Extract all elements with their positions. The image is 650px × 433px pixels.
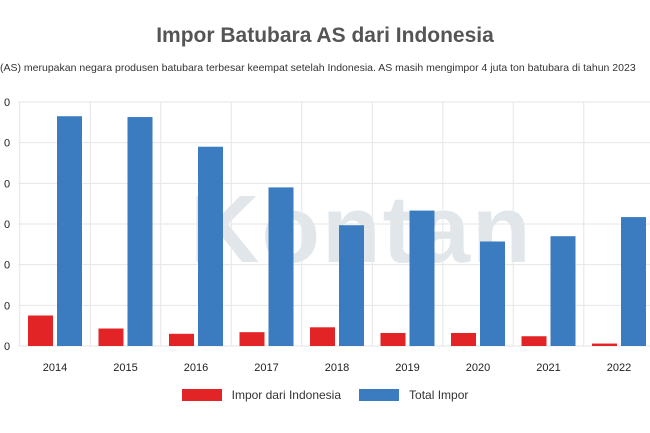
y-tick-label: 0 [4,341,10,353]
bar-total-impor-2017[interactable] [268,187,294,346]
x-tick-label-2014: 2014 [43,362,67,374]
chart-subtitle: (AS) merupakan negara produsen batubara … [0,62,636,74]
y-tick-label: 0 [4,260,10,272]
legend-label-total: Total Impor [409,388,469,402]
legend-item-indonesia[interactable]: Impor dari Indonesia [181,388,342,402]
legend-label-indonesia: Impor dari Indonesia [231,388,342,402]
y-tick-label: 0 [4,97,10,109]
bar-impor-indonesia-2017[interactable] [239,332,265,346]
bar-total-impor-2018[interactable] [339,225,364,346]
bar-impor-indonesia-2015[interactable] [98,328,124,346]
x-tick-label-2019: 2019 [395,362,419,374]
bar-total-impor-2016[interactable] [198,146,223,346]
bar-total-impor-2021[interactable] [550,236,576,346]
x-tick-label-2017: 2017 [254,362,278,374]
legend-swatch-indonesia [181,389,222,401]
legend-swatch-total [359,389,400,401]
x-tick-label-2018: 2018 [325,362,349,374]
bar-impor-indonesia-2018[interactable] [310,327,335,346]
bar-impor-indonesia-2014[interactable] [28,315,53,347]
bar-impor-indonesia-2022[interactable] [592,343,617,346]
x-tick-label-2015: 2015 [113,362,137,374]
x-tick-label-2022: 2022 [607,362,631,374]
bar-impor-indonesia-2019[interactable] [380,332,406,346]
x-tick-label-2021: 2021 [536,362,560,374]
y-tick-label: 0 [4,300,10,312]
x-tick-label-2020: 2020 [466,362,490,374]
bar-impor-indonesia-2016[interactable] [169,333,194,346]
y-tick-label: 0 [4,178,10,190]
x-tick-label-2016: 2016 [184,362,208,374]
y-tick-label: 0 [4,219,10,231]
bar-impor-indonesia-2020[interactable] [451,332,476,346]
bar-total-impor-2014[interactable] [57,116,82,346]
bar-total-impor-2022[interactable] [621,217,646,346]
bar-total-impor-2020[interactable] [480,241,505,346]
bar-total-impor-2015[interactable] [127,117,153,347]
chart-title: Impor Batubara AS dari Indonesia [156,24,494,47]
y-tick-label: 0 [4,138,10,150]
chart-legend: Impor dari Indonesia Total Impor [0,388,650,402]
bar-impor-indonesia-2021[interactable] [521,336,547,346]
bar-total-impor-2019[interactable] [409,210,435,346]
legend-item-total[interactable]: Total Impor [359,388,468,402]
